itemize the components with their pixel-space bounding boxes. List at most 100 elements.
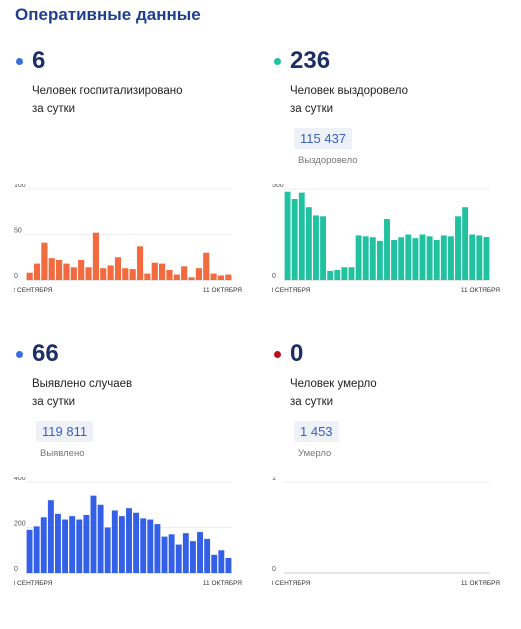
bullet-dot-icon <box>274 57 281 65</box>
x-start-label: 13 СЕНТЯБРЯ <box>14 580 53 587</box>
x-end-label: 11 ОКТЯБРЯ <box>461 580 500 587</box>
y-tick-label: 50 <box>14 228 22 235</box>
bar <box>405 234 412 280</box>
bar <box>391 239 398 280</box>
y-tick-label: 100 <box>14 184 26 189</box>
bar <box>118 516 125 573</box>
bar-chart-recovered: 0 500 13 СЕНТЯБРЯ 11 ОКТЯБРЯ <box>272 184 500 294</box>
bar <box>104 527 111 573</box>
bar <box>26 272 33 280</box>
stat-description-line: Человек госпитализировано <box>32 85 183 97</box>
bar <box>426 236 433 280</box>
bullet-dot-icon <box>274 350 281 358</box>
stat-value: 66 <box>32 340 59 367</box>
y-tick-label: 0 <box>272 273 276 280</box>
bar <box>90 495 97 573</box>
stat-description-line: за сутки <box>290 103 334 115</box>
x-start-label: 13 СЕНТЯБРЯ <box>272 580 311 587</box>
y-tick-label: 0 <box>14 273 18 280</box>
bar <box>122 268 129 280</box>
bar <box>129 269 136 280</box>
bar <box>161 536 168 573</box>
bar <box>203 252 210 280</box>
bar <box>327 270 334 280</box>
bar <box>159 263 166 280</box>
bar <box>154 524 161 573</box>
bar <box>197 532 203 573</box>
stat-headline: 0 <box>272 339 303 369</box>
y-tick-label: 400 <box>14 477 26 482</box>
bar <box>320 216 327 280</box>
stat-description-line: за сутки <box>32 103 76 115</box>
bar <box>211 554 218 573</box>
bar <box>398 237 405 280</box>
bar <box>85 267 92 280</box>
stat-description: Человек госпитализировано за сутки <box>32 82 232 118</box>
bar <box>83 514 90 573</box>
bar <box>133 512 140 573</box>
stat-description-line: за сутки <box>32 396 76 408</box>
bar <box>151 262 158 280</box>
bar <box>334 269 341 280</box>
bar <box>195 268 202 280</box>
bar <box>455 216 461 280</box>
bar <box>384 219 390 280</box>
bar <box>62 519 69 573</box>
bar <box>341 267 348 280</box>
bar <box>173 274 180 280</box>
bar <box>136 246 144 280</box>
bullet-dot-icon <box>16 350 23 358</box>
bar <box>469 234 476 280</box>
bar <box>63 263 70 280</box>
stat-description-line: Человек умерло <box>290 378 377 390</box>
bar <box>188 277 195 280</box>
y-tick-label: 200 <box>14 521 26 528</box>
bar <box>140 518 147 573</box>
y-tick-label: 0 <box>14 566 18 573</box>
x-start-label: 12 СЕНТЯБРЯ <box>14 287 53 294</box>
x-end-label: 11 ОКТЯБРЯ <box>203 287 242 294</box>
y-tick-label: 1 <box>272 477 276 482</box>
bar <box>69 516 76 573</box>
bar <box>126 508 132 573</box>
stat-value: 6 <box>32 47 46 74</box>
stat-headline: 6 <box>14 46 45 76</box>
bar <box>440 235 447 280</box>
total-label: Выздоровело <box>298 155 358 166</box>
bar <box>447 236 454 280</box>
bar <box>168 534 175 573</box>
bar-chart-detected: 0 200 400 13 СЕНТЯБРЯ 11 ОКТЯБРЯ <box>14 477 242 587</box>
bar <box>40 517 47 573</box>
bar <box>412 238 419 280</box>
bar <box>107 265 114 280</box>
bar <box>182 533 189 573</box>
total-label: Умерло <box>298 448 332 459</box>
bar <box>291 199 298 280</box>
total-badge: 115 437 <box>294 128 353 149</box>
bar <box>217 275 225 280</box>
bar <box>225 557 232 573</box>
bar <box>348 267 355 280</box>
bar <box>100 268 107 280</box>
stat-value: 0 <box>290 340 304 367</box>
bar <box>313 215 319 280</box>
bullet-dot-icon <box>16 57 23 65</box>
bar <box>48 258 55 280</box>
bar <box>462 207 469 280</box>
total-label: Выявлено <box>40 448 85 459</box>
stat-headline: 236 <box>272 46 330 76</box>
bar <box>78 259 85 280</box>
stat-description: Выявлено случаев за сутки <box>32 375 232 411</box>
bar <box>305 207 312 280</box>
bar <box>355 235 362 280</box>
bar <box>204 538 211 573</box>
bar <box>144 273 151 280</box>
bar <box>298 192 305 280</box>
bar <box>419 234 426 280</box>
x-end-label: 11 ОКТЯБРЯ <box>461 287 500 294</box>
bar <box>147 519 154 573</box>
stat-description-line: Выявлено случаев <box>32 378 133 390</box>
bar <box>114 257 122 280</box>
bar <box>70 267 77 280</box>
bar <box>433 239 440 280</box>
